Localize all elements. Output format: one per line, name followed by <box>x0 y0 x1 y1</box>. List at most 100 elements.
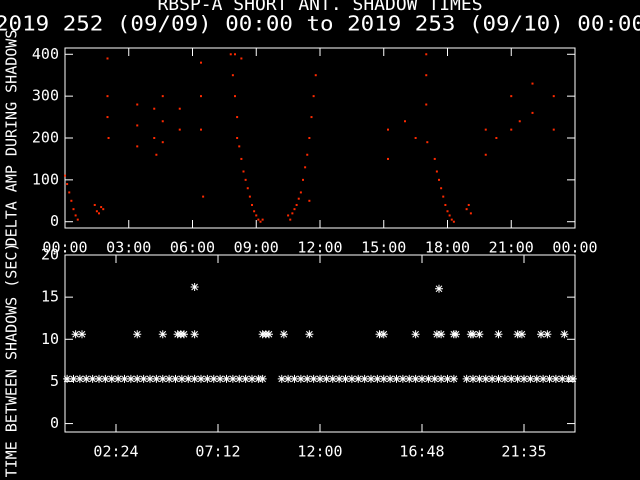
data-star <box>190 283 199 292</box>
data-dot <box>72 208 75 211</box>
data-star <box>165 374 174 383</box>
data-star <box>75 374 84 383</box>
data-dot <box>435 170 438 173</box>
x-tick-label: 00:00 <box>42 239 87 257</box>
data-star <box>158 330 167 339</box>
data-star <box>190 330 199 339</box>
data-star <box>114 374 123 383</box>
data-dot <box>236 137 239 139</box>
data-star <box>133 330 142 339</box>
data-dot <box>95 210 98 213</box>
data-star <box>449 374 458 383</box>
data-dot <box>106 57 109 60</box>
data-dot <box>510 95 513 98</box>
data-dot <box>242 170 245 173</box>
y-tick-label: 0 <box>50 414 59 432</box>
x-tick-label: 12:00 <box>297 239 342 257</box>
data-dot <box>153 137 156 139</box>
x-tick-label: 18:00 <box>425 239 470 257</box>
y-tick-label: 10 <box>41 330 59 348</box>
data-dot <box>240 157 243 160</box>
data-dot <box>70 199 73 202</box>
data-dot <box>450 218 453 221</box>
data-star <box>146 374 154 383</box>
data-star <box>222 374 231 383</box>
data-star <box>328 374 337 383</box>
y-tick-label: 400 <box>32 45 59 63</box>
data-star <box>258 374 267 383</box>
data-dot <box>161 141 164 144</box>
data-dot <box>293 208 296 211</box>
data-star <box>107 374 116 383</box>
data-dot <box>552 128 555 131</box>
data-dot <box>495 137 498 139</box>
data-dot <box>308 137 311 139</box>
data-dot <box>465 208 468 211</box>
data-star <box>309 374 318 383</box>
data-dot <box>438 178 440 181</box>
data-star <box>120 374 129 383</box>
data-star <box>526 374 535 383</box>
data-star <box>392 374 401 383</box>
data-star <box>537 330 545 339</box>
x-tick-label: 06:00 <box>170 239 215 257</box>
data-star <box>513 374 522 383</box>
data-star <box>475 374 484 383</box>
data-star <box>568 374 577 383</box>
data-dot <box>68 191 71 194</box>
data-dot <box>299 191 302 194</box>
data-dot <box>240 57 243 60</box>
data-star <box>228 374 237 383</box>
data-dot <box>74 214 77 217</box>
y-tick-label: 20 <box>41 246 59 264</box>
x-tick-label: 12:00 <box>297 443 342 461</box>
data-dot <box>425 103 428 106</box>
data-dot <box>295 203 298 206</box>
data-star <box>290 374 299 383</box>
y-tick-label: 100 <box>32 170 59 188</box>
data-dot <box>236 116 239 119</box>
data-star <box>190 374 199 383</box>
data-star <box>411 330 420 339</box>
data-star <box>367 374 375 383</box>
data-dot <box>153 107 156 110</box>
data-star <box>63 374 72 383</box>
x-tick-label: 07:12 <box>195 443 240 461</box>
data-star <box>411 374 420 383</box>
data-star <box>373 374 382 383</box>
data-star <box>424 374 433 383</box>
data-dot <box>231 74 234 77</box>
data-dot <box>531 111 534 114</box>
data-dot <box>161 120 164 123</box>
data-dot <box>100 206 103 209</box>
data-star <box>437 330 446 339</box>
y-tick-label: 200 <box>32 129 59 147</box>
data-star <box>405 374 414 383</box>
data-dot <box>297 197 300 200</box>
data-star <box>322 374 331 383</box>
x-tick-label: 03:00 <box>106 239 151 257</box>
data-dot <box>64 174 66 177</box>
data-dot <box>93 203 96 206</box>
data-dot <box>257 218 260 221</box>
data-star <box>347 374 356 383</box>
data-star <box>452 330 460 339</box>
data-dot <box>66 183 69 186</box>
y-tick-label: 300 <box>32 87 59 105</box>
data-dot <box>448 214 451 217</box>
data-dot <box>446 210 449 213</box>
data-dot <box>425 74 428 77</box>
data-star <box>235 374 244 383</box>
data-dot <box>306 153 309 156</box>
data-dot <box>289 218 292 221</box>
data-star <box>517 330 526 339</box>
y-axis-label: DELTA AMP DURING SHADOWS <box>3 30 21 247</box>
data-dot <box>433 157 436 160</box>
y-axis-label: TIME BETWEEN SHADOWS (SEC) <box>3 243 21 478</box>
data-dot <box>178 107 181 110</box>
data-star <box>158 374 167 383</box>
plot-frame <box>64 47 576 229</box>
data-dot <box>178 128 181 131</box>
data-dot <box>467 203 470 206</box>
